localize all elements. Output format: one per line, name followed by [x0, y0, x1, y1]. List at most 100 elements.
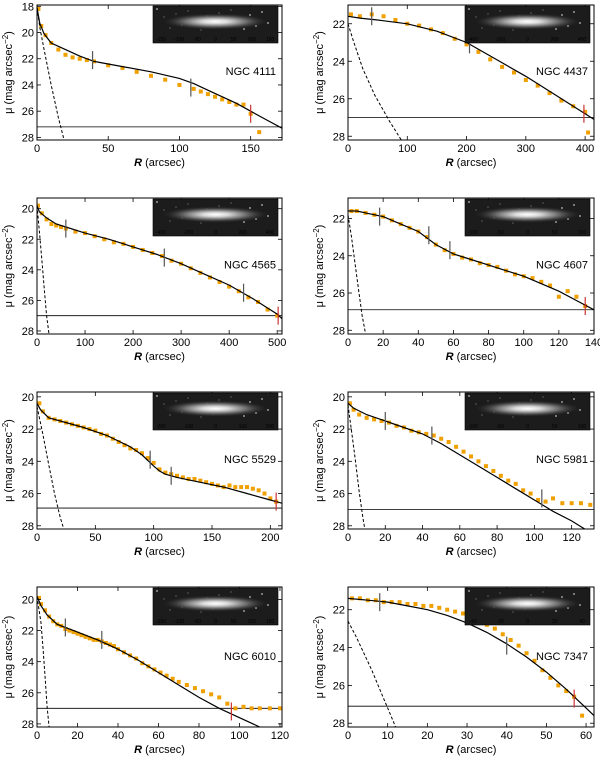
data-point [488, 57, 493, 62]
y-tick-label: 22 [333, 424, 345, 436]
x-tick-label: 100 [525, 532, 543, 544]
data-point [528, 491, 533, 496]
data-point [442, 248, 447, 253]
x-axis-variable: R [446, 351, 454, 363]
model-fit-line [37, 403, 282, 504]
data-point [500, 632, 505, 637]
galaxy-name: NGC 5529 [224, 454, 276, 466]
data-point [210, 481, 214, 486]
data-point [84, 58, 89, 63]
inset-star [156, 590, 158, 592]
data-point [413, 602, 418, 607]
inset-star [530, 399, 532, 401]
inset-star [555, 610, 557, 612]
data-point [405, 602, 410, 607]
y-tick-label: 26 [22, 295, 34, 307]
inset-star [175, 595, 177, 597]
data-point [207, 275, 212, 280]
inset-star [530, 12, 532, 14]
inset-star [175, 400, 177, 402]
panel-ngc-7347: 0 10 20 30 40 50 60 22 24 26 28 NGC 7347 R (arcsec) μ… [312, 586, 595, 756]
data-point [364, 415, 369, 420]
data-point [564, 689, 569, 694]
inset-star [230, 396, 232, 398]
bulge-component-line [37, 596, 50, 727]
data-point [461, 611, 466, 616]
inset-tick-label: -20 [497, 619, 504, 625]
y-tick-label: 22 [22, 626, 34, 638]
inset-star [555, 415, 557, 417]
x-tick-label: 20 [421, 730, 433, 742]
data-point [506, 478, 511, 483]
inset-tick-label: 50 [231, 619, 237, 625]
inset-star [175, 13, 177, 15]
plot-area [37, 203, 282, 334]
data-point [357, 14, 362, 19]
y-axis-label-close: ) [314, 31, 326, 35]
y-tick-label: 22 [333, 213, 345, 225]
data-point [394, 423, 399, 428]
data-point [461, 449, 466, 454]
inset-star [542, 9, 544, 11]
data-point [177, 82, 182, 87]
x-tick-label: 0 [345, 143, 351, 155]
inset-star [163, 16, 165, 18]
inset-star [573, 593, 575, 595]
y-axis-label-close: ) [3, 419, 15, 423]
data-point [233, 485, 238, 490]
x-tick-label: 300 [172, 337, 190, 349]
data-point [227, 99, 232, 104]
plot-area [37, 6, 282, 140]
data-point [277, 706, 282, 711]
galaxy-image-inset: -100 -50 0 50 100 [464, 198, 591, 237]
inset-star [499, 203, 501, 205]
y-tick-label: 24 [22, 456, 34, 468]
data-point [205, 92, 210, 97]
data-point [357, 412, 362, 417]
y-axis-label-text: μ (mag arcsec [3, 628, 15, 698]
data-point [249, 706, 254, 711]
data-point [574, 294, 579, 299]
data-point [217, 280, 222, 285]
y-tick-label: 28 [22, 132, 34, 144]
x-tick-label: 0 [345, 730, 351, 742]
inset-star [230, 9, 232, 11]
y-tick-label: 26 [333, 288, 345, 300]
inset-tick-label: -50 [194, 37, 201, 43]
x-axis-unit: (arcsec) [142, 744, 185, 756]
model-fit-line [37, 596, 260, 727]
galaxy-image-inset: -100 -50 0 50 100 [464, 392, 591, 431]
x-tick-label: 20 [71, 730, 83, 742]
data-point [437, 605, 442, 610]
data-point [37, 401, 42, 406]
y-tick-label: 28 [333, 325, 345, 337]
x-axis-label: R (arcsec) [134, 157, 185, 169]
inset-star [175, 206, 177, 208]
data-point [134, 448, 139, 453]
inset-star [481, 27, 483, 29]
data-point [275, 313, 280, 318]
x-tick-label: 50 [89, 532, 101, 544]
data-point [580, 713, 585, 718]
x-tick-label: 0 [34, 143, 40, 155]
galaxy-image-inset: -200 -100 0 100 200 [152, 392, 279, 431]
inset-star [163, 598, 165, 600]
inset-tick-label: 0 [526, 619, 529, 625]
inset-tick-label: -400 [156, 230, 166, 236]
x-tick-label: 40 [501, 730, 513, 742]
data-point [556, 683, 561, 688]
y-axis-label-text: μ (mag arcsec [3, 431, 15, 501]
x-axis-variable: R [446, 744, 454, 756]
y-axis-label-text: μ (mag arcsec [314, 628, 326, 698]
inset-star [487, 206, 489, 208]
inset-tick-label: -40 [469, 619, 476, 625]
inset-tick-label: 0 [214, 37, 217, 43]
data-point [134, 69, 139, 74]
data-point [63, 52, 68, 57]
inset-star [475, 16, 477, 18]
data-point [217, 695, 222, 700]
data-point [469, 454, 473, 459]
data-point [184, 683, 189, 687]
x-axis-variable: R [134, 157, 142, 169]
y-tick-label: 22 [333, 19, 345, 31]
